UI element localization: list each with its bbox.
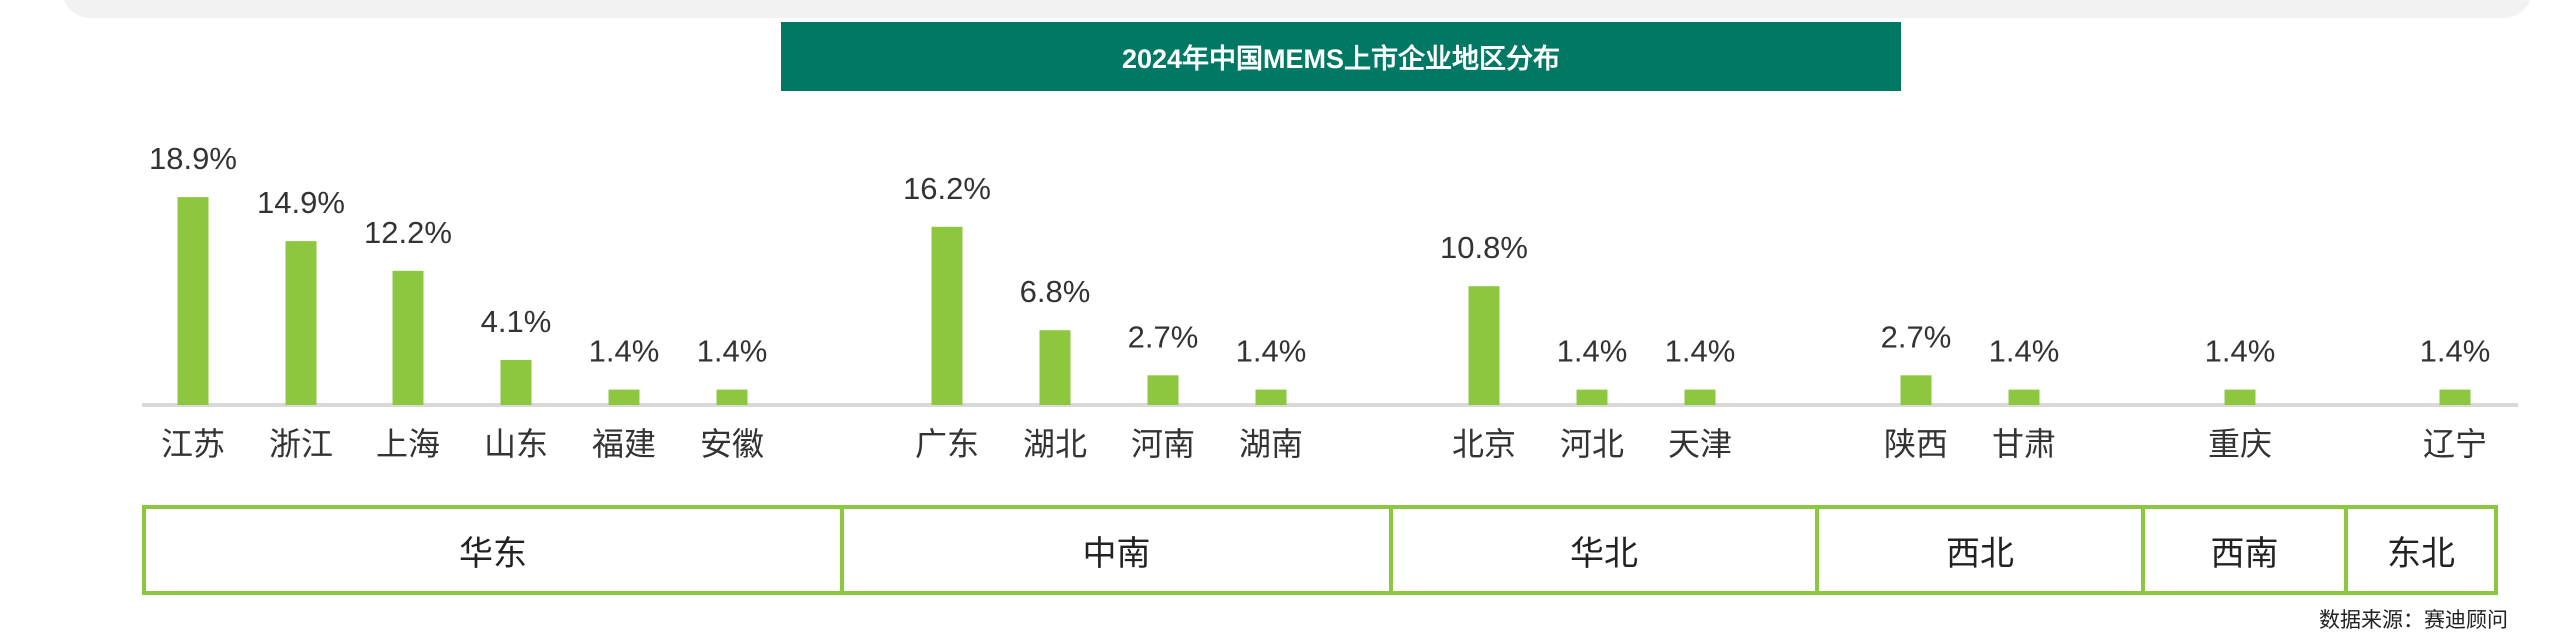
bar-福建 — [608, 389, 640, 405]
category-label-河北: 河北 — [1560, 425, 1624, 463]
category-label-山东: 山东 — [484, 425, 548, 463]
bar-甘肃 — [2008, 389, 2040, 405]
category-label-湖北: 湖北 — [1023, 425, 1087, 463]
bar-chart: 18.9% 14.9% 12.2% 4.1% 1.4% 1.4% 16.2% 6.8% 2.7%… — [142, 141, 2518, 463]
value-label-山东: 4.1% — [481, 304, 552, 339]
value-label-辽宁: 1.4% — [2420, 334, 2491, 369]
bar-广东 — [931, 226, 963, 405]
category-label-陕西: 陕西 — [1884, 425, 1948, 463]
top-panel — [62, 0, 2532, 18]
value-label-天津: 1.4% — [1665, 334, 1736, 369]
bar-湖北 — [1039, 330, 1071, 405]
value-label-湖北: 6.8% — [1020, 274, 1091, 309]
value-label-河南: 2.7% — [1128, 319, 1199, 354]
category-label-湖南: 湖南 — [1239, 425, 1303, 463]
region-box-西北: 西北 — [1815, 505, 2145, 595]
bar-江苏 — [177, 197, 209, 405]
value-label-甘肃: 1.4% — [1989, 334, 2060, 369]
category-label-广东: 广东 — [915, 425, 979, 463]
category-label-上海: 上海 — [376, 425, 440, 463]
category-label-福建: 福建 — [592, 425, 656, 463]
bar-河北 — [1576, 389, 1608, 405]
value-labels-layer: 18.9% 14.9% 12.2% 4.1% 1.4% 1.4% 16.2% 6.8% 2.7%… — [149, 141, 2490, 369]
category-label-天津: 天津 — [1668, 425, 1732, 463]
value-label-北京: 10.8% — [1440, 230, 1528, 265]
chart-title: 2024年中国MEMS上市企业地区分布 — [781, 22, 1901, 91]
value-label-广东: 16.2% — [903, 171, 991, 206]
category-labels-layer: 江苏 浙江 上海 山东 福建 安徽 广东 湖北 河南 湖南 北京 河北 天津 陕西 甘肃 重庆 辽宁 — [161, 425, 2487, 463]
bar-山东 — [500, 359, 532, 405]
region-groups: 华东 中南 华北 西北 西南 东北 — [142, 505, 2518, 595]
category-label-辽宁: 辽宁 — [2423, 425, 2487, 463]
value-label-安徽: 1.4% — [697, 334, 768, 369]
bars-layer — [177, 197, 2471, 405]
bar-安徽 — [716, 389, 748, 405]
bar-浙江 — [285, 241, 317, 405]
region-box-华东: 华东 — [142, 505, 844, 595]
bar-河南 — [1147, 375, 1179, 405]
bar-辽宁 — [2439, 389, 2471, 405]
bar-重庆 — [2224, 389, 2256, 405]
category-label-浙江: 浙江 — [269, 425, 333, 463]
category-label-北京: 北京 — [1452, 425, 1516, 463]
value-label-湖南: 1.4% — [1236, 334, 1307, 369]
bar-湖南 — [1255, 389, 1287, 405]
bar-北京 — [1468, 286, 1500, 405]
value-label-河北: 1.4% — [1557, 334, 1628, 369]
bar-天津 — [1684, 389, 1716, 405]
value-label-江苏: 18.9% — [149, 141, 237, 176]
value-label-浙江: 14.9% — [257, 185, 345, 220]
value-label-陕西: 2.7% — [1881, 319, 1952, 354]
category-label-江苏: 江苏 — [161, 425, 225, 463]
value-label-重庆: 1.4% — [2205, 334, 2276, 369]
category-label-甘肃: 甘肃 — [1992, 425, 2056, 463]
category-label-重庆: 重庆 — [2208, 425, 2272, 463]
category-label-河南: 河南 — [1131, 425, 1195, 463]
region-box-中南: 中南 — [840, 505, 1393, 595]
region-box-西南: 西南 — [2141, 505, 2348, 595]
region-box-东北: 东北 — [2344, 505, 2498, 595]
value-label-上海: 12.2% — [364, 215, 452, 250]
category-label-安徽: 安徽 — [700, 425, 764, 463]
region-box-华北: 华北 — [1389, 505, 1819, 595]
bar-上海 — [392, 270, 424, 405]
value-label-福建: 1.4% — [589, 334, 660, 369]
data-source: 数据来源：赛迪顾问 — [2319, 608, 2508, 632]
bar-陕西 — [1900, 375, 1932, 405]
